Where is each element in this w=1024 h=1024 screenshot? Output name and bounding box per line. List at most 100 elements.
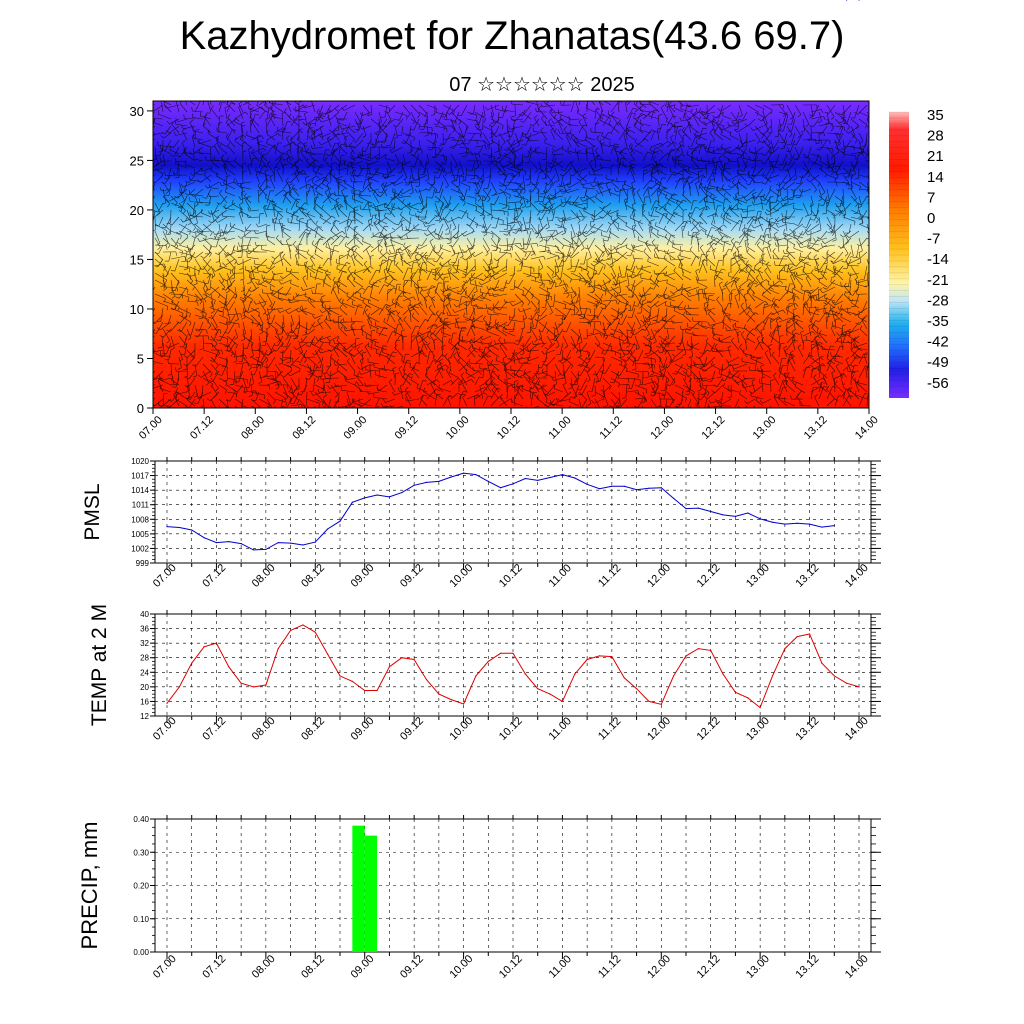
profile-y-tick-label: 10 <box>130 302 144 317</box>
temperature-point <box>710 649 712 652</box>
pressure-point <box>425 481 428 483</box>
pressure-point <box>734 515 737 517</box>
pressure-point <box>537 479 539 482</box>
pressure-point <box>462 472 465 474</box>
profile-x-tick-label: 10.12 <box>495 414 523 442</box>
pressure-point <box>759 518 761 520</box>
pressure-point <box>685 508 687 510</box>
precip-x-tick-label: 07.12 <box>200 953 228 981</box>
pressure-x-tick-label: 10.00 <box>447 562 475 590</box>
colorbar-label: -56 <box>927 375 949 392</box>
pressure-point <box>586 483 588 485</box>
colorbar-label: -35 <box>927 313 949 330</box>
temperature-x-tick-label: 11.00 <box>547 715 574 742</box>
profile-y-tick-label: 15 <box>130 252 144 267</box>
colorbar-label: 21 <box>927 148 944 165</box>
precip-x-tick-label: 13.12 <box>793 953 821 981</box>
pressure-x-tick-label: 12.00 <box>645 562 673 590</box>
pressure-point <box>327 528 329 530</box>
pressure-y-label: PMSL <box>81 483 104 540</box>
temperature-x-tick-label: 07.12 <box>200 715 228 743</box>
precip-y-tick-label: 0.00 <box>133 948 149 957</box>
temperature-point <box>487 660 489 662</box>
temperature-y-tick-label: 40 <box>140 610 149 619</box>
pressure-point <box>697 507 699 509</box>
pressure-x-tick-label: 12.12 <box>695 562 723 590</box>
temperature-point <box>771 675 774 677</box>
temperature-point <box>203 646 205 648</box>
temperature-point <box>734 691 737 693</box>
temperature-point <box>635 688 638 690</box>
temperature-point <box>833 675 835 677</box>
profile-x-tick-label: 13.12 <box>802 414 830 442</box>
profile-y-tick-label: 0 <box>137 401 144 416</box>
temperature-point <box>673 675 675 677</box>
pressure-y-tick-label: 1020 <box>131 457 149 466</box>
temperature-point <box>561 700 564 703</box>
precip-x-tick-label: 11.00 <box>547 953 574 980</box>
temperature-point <box>401 657 403 659</box>
pressure-point <box>796 522 798 524</box>
colorbar-label: 7 <box>927 189 935 206</box>
temperature-x-tick-label: 11.12 <box>596 715 623 742</box>
pressure-point <box>611 485 613 487</box>
pressure-point <box>277 542 279 544</box>
pressure-point <box>574 477 576 479</box>
colorbar-label: -14 <box>927 251 949 268</box>
pressure-point <box>364 497 366 499</box>
pressure-x-tick-label: 07.00 <box>151 562 179 590</box>
colorbar-label: 28 <box>927 128 944 145</box>
temperature-point <box>462 703 465 705</box>
temperature-point <box>314 631 316 633</box>
pressure-point <box>623 485 625 487</box>
temperature-point <box>648 700 650 703</box>
temperature-x-tick-label: 12.12 <box>695 715 723 743</box>
colorbar-label: -42 <box>927 334 949 351</box>
temperature-point <box>685 655 687 657</box>
pressure-line <box>166 472 835 551</box>
temperature-x-tick-label: 14.00 <box>843 715 871 743</box>
profile-y-tick-label: 20 <box>130 203 144 218</box>
pressure-point <box>450 476 452 478</box>
temperature-point <box>660 703 662 705</box>
pressure-point <box>524 477 526 480</box>
temperature-y-tick-label: 20 <box>140 683 149 692</box>
temperature-point <box>611 656 613 658</box>
pressure-y-tick-label: 999 <box>136 559 150 568</box>
temperature-point <box>438 693 440 695</box>
temperature-point <box>759 707 761 709</box>
temperature-point <box>858 686 860 688</box>
precip-y-tick-label: 0.40 <box>133 815 149 824</box>
pressure-y-tick-label: 1017 <box>131 472 149 481</box>
pressure-point <box>438 480 440 482</box>
temperature-point <box>574 673 576 675</box>
temperature-y-tick-label: 32 <box>140 639 149 648</box>
temperature-point <box>240 682 242 684</box>
temperature-point <box>722 673 724 675</box>
profile-x-tick-label: 10.00 <box>444 414 472 442</box>
colorbar-label: -28 <box>927 292 949 309</box>
pressure-point <box>512 483 514 485</box>
pressure-point <box>228 541 230 543</box>
pressure-point <box>648 487 650 489</box>
pressure-point <box>203 537 205 539</box>
temperature-y-tick-label: 12 <box>140 712 149 721</box>
temperature-point <box>537 688 539 690</box>
temperature-point <box>821 662 823 664</box>
profile-x-tick-label: 09.00 <box>341 414 369 442</box>
pressure-y-tick-label: 1011 <box>132 501 150 510</box>
profile-x-tick-label: 14.00 <box>853 414 881 442</box>
temperature-point <box>586 658 588 661</box>
pressure-x-tick-label: 09.12 <box>398 562 426 590</box>
chart-subtitle: 07 ☆☆☆☆☆☆ 2025 <box>449 74 635 96</box>
pressure-y-tick-label: 1008 <box>131 515 149 524</box>
precip-x-tick-label: 11.12 <box>596 953 623 980</box>
temperature-y-tick-label: 16 <box>140 697 149 706</box>
profile-x-tick-label: 09.12 <box>393 414 421 442</box>
temperature-point <box>178 686 180 688</box>
colorbar-bands <box>889 111 909 393</box>
precip-y-tick-label: 0.20 <box>133 882 149 891</box>
temperature-x-tick-label: 07.00 <box>151 715 179 743</box>
precip-bar <box>352 825 365 952</box>
temperature-y-label: TEMP at 2 M <box>88 604 111 726</box>
